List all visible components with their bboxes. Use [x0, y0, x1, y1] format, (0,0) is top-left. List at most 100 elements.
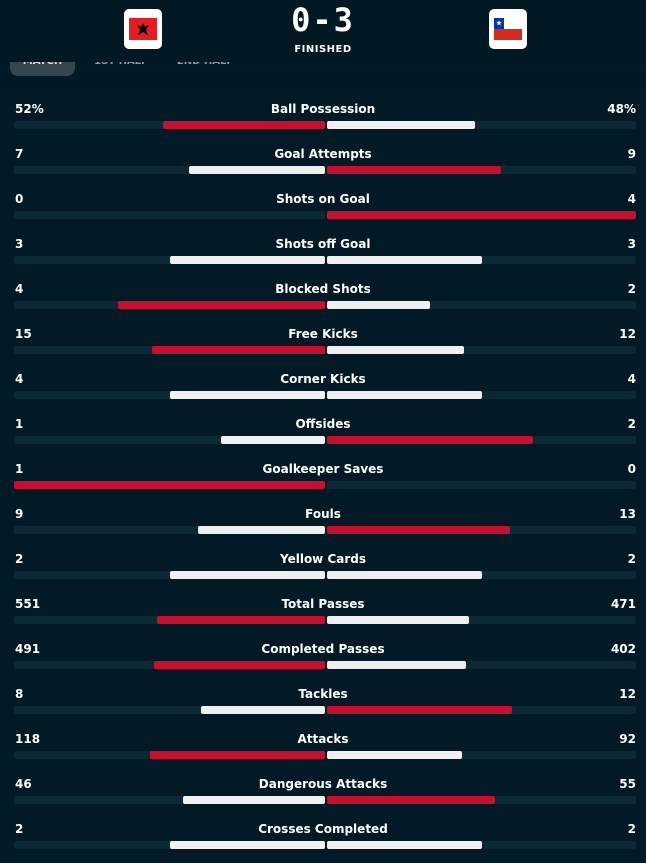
stat-row: 2 Yellow Cards 2 [0, 545, 646, 590]
home-stat-value: 52% [15, 102, 44, 116]
stat-label: Shots on Goal [276, 192, 370, 206]
home-stat-bar [154, 661, 325, 669]
stat-label: Total Passes [281, 597, 365, 611]
stat-label: Blocked Shots [275, 282, 371, 296]
away-stat-value: 13 [619, 507, 636, 521]
stat-row: 118 Attacks 92 [0, 725, 646, 770]
stat-row: 551 Total Passes 471 [0, 590, 646, 635]
away-stat-track [327, 526, 636, 534]
away-stat-track [327, 436, 636, 444]
away-stat-bar [327, 301, 430, 309]
away-stat-value: 2 [627, 552, 636, 566]
away-stat-bar [327, 661, 467, 669]
stat-label: Fouls [305, 507, 341, 521]
home-stat-track [14, 301, 325, 309]
home-stat-value: 4 [15, 372, 24, 386]
away-stat-track [327, 346, 636, 354]
away-stat-track [327, 166, 636, 174]
stat-row: 1 Goalkeeper Saves 0 [0, 455, 646, 500]
stat-row: 7 Goal Attempts 9 [0, 140, 646, 185]
home-stat-value: 2 [15, 822, 24, 836]
home-stat-value: 8 [15, 687, 24, 701]
away-stat-bar [327, 436, 533, 444]
away-stat-bar [327, 346, 465, 354]
home-stat-bar [169, 391, 325, 399]
home-stat-bar [197, 526, 325, 534]
home-team-flag[interactable] [124, 9, 162, 49]
away-stat-track [327, 211, 636, 219]
stat-label: Free Kicks [288, 327, 358, 341]
home-stat-track [14, 706, 325, 714]
home-stat-track [14, 256, 325, 264]
away-stat-bar [327, 571, 482, 579]
home-stat-bar [152, 346, 325, 354]
away-stat-bar [327, 706, 513, 714]
away-stat-track [327, 706, 636, 714]
home-stat-bar [163, 121, 325, 129]
home-stat-bar [200, 706, 325, 714]
stat-row: 15 Free Kicks 12 [0, 320, 646, 365]
stat-label: Ball Possession [270, 102, 376, 116]
away-stat-value: 471 [610, 597, 636, 611]
stat-row: 2 Crosses Completed 2 [0, 815, 646, 860]
away-stat-value: 12 [619, 687, 636, 701]
stat-row: 52% Ball Possession 48% [0, 95, 646, 140]
away-stat-value: 4 [627, 192, 636, 206]
home-stat-value: 1 [15, 417, 24, 431]
away-stat-value: 92 [619, 732, 636, 746]
away-stat-value: 4 [627, 372, 636, 386]
home-stat-track [14, 751, 325, 759]
home-stat-track [14, 211, 325, 219]
stat-label: Yellow Cards [279, 552, 366, 566]
home-stat-value: 4 [15, 282, 24, 296]
stat-row: 8 Tackles 12 [0, 680, 646, 725]
home-stat-value: 118 [15, 732, 41, 746]
home-stat-track [14, 346, 325, 354]
away-stat-bar [327, 841, 482, 849]
home-stat-track [14, 391, 325, 399]
away-stat-track [327, 256, 636, 264]
away-stat-track [327, 751, 636, 759]
match-header: 0-3 FINISHED [0, 0, 646, 62]
home-stat-bar [117, 301, 325, 309]
home-stat-bar [169, 571, 325, 579]
away-team-flag[interactable] [489, 9, 527, 49]
home-stat-bar [150, 751, 325, 759]
away-stat-track [327, 571, 636, 579]
away-stat-bar [327, 121, 476, 129]
stat-label: Corner Kicks [280, 372, 366, 386]
home-stat-bar [188, 166, 325, 174]
stat-label: Tackles [298, 687, 348, 701]
away-stat-value: 402 [610, 642, 636, 656]
home-stat-track [14, 481, 325, 489]
stat-label: Goal Attempts [274, 147, 372, 161]
away-stat-bar [327, 256, 482, 264]
away-stat-value: 0 [627, 462, 636, 476]
stat-label: Completed Passes [261, 642, 385, 656]
stat-label: Dangerous Attacks [258, 777, 388, 791]
home-stat-value: 7 [15, 147, 24, 161]
away-stat-track [327, 481, 636, 489]
away-stat-track [327, 796, 636, 804]
away-stat-value: 3 [627, 237, 636, 251]
home-stat-track [14, 841, 325, 849]
home-stat-value: 9 [15, 507, 24, 521]
stat-row: 4 Blocked Shots 2 [0, 275, 646, 320]
home-stat-bar [169, 841, 325, 849]
stat-row: 9 Fouls 13 [0, 500, 646, 545]
away-stat-bar [327, 526, 510, 534]
stat-label: Offsides [295, 417, 351, 431]
away-stat-bar [327, 616, 470, 624]
home-stat-bar [157, 616, 325, 624]
away-stat-value: 2 [627, 417, 636, 431]
home-stat-value: 15 [15, 327, 32, 341]
albania-flag-icon [129, 18, 157, 40]
stat-row: 46 Dangerous Attacks 55 [0, 770, 646, 815]
away-stat-value: 12 [619, 327, 636, 341]
away-stat-value: 9 [627, 147, 636, 161]
stat-row: 0 Shots on Goal 4 [0, 185, 646, 230]
away-stat-bar [327, 166, 501, 174]
away-stat-value: 2 [627, 282, 636, 296]
home-stat-track [14, 616, 325, 624]
home-stat-value: 491 [15, 642, 41, 656]
